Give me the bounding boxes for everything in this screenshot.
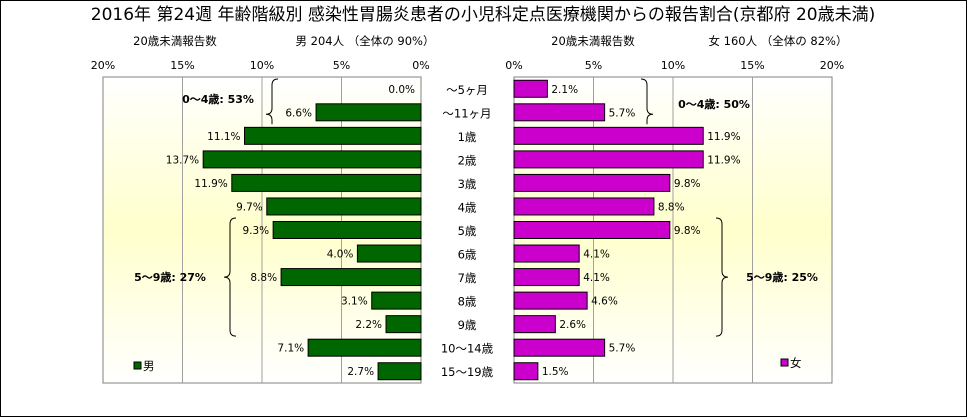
female-x-tick-label: 5% [585, 59, 602, 72]
category-label: 1歳 [458, 130, 477, 144]
male-data-label: 3.1% [341, 296, 368, 308]
male-bar [231, 173, 422, 192]
female-data-label: 5.7% [609, 107, 636, 119]
female-bar [513, 291, 588, 310]
female-data-label: 11.9% [707, 131, 740, 143]
male-data-label: 2.7% [347, 366, 374, 378]
category-label: ～11ヶ月 [442, 106, 491, 120]
female-data-label: 4.1% [583, 249, 610, 261]
male-brace-5-9 [223, 217, 237, 337]
female-bar [513, 150, 704, 169]
male-x-tick-label: 0% [412, 59, 429, 72]
category-label: 4歳 [458, 200, 477, 214]
male-data-label: 11.9% [194, 178, 227, 190]
female-brace-0-4 [640, 78, 654, 125]
category-label: 7歳 [458, 271, 477, 285]
female-bar [513, 244, 580, 263]
male-bar [385, 315, 422, 334]
female-bar [513, 268, 580, 287]
chart-title: 2016年 第24週 年齢階級別 感染性胃腸炎患者の小児科定点医療機関からの報告… [91, 5, 875, 25]
female-data-label: 5.7% [609, 343, 636, 355]
male-annotation-5-9: 5～9歳: 27% [134, 270, 206, 284]
category-label: 8歳 [458, 295, 477, 309]
female-bar [513, 197, 655, 216]
male-bar [377, 362, 422, 381]
female-bar [513, 362, 539, 381]
category-label: 5歳 [458, 224, 477, 238]
male-x-tick-label: 10% [250, 59, 274, 72]
female-data-label: 11.9% [707, 154, 740, 166]
male-bar [272, 221, 422, 239]
male-data-label: 9.3% [242, 225, 269, 237]
male-data-label: 4.0% [327, 249, 354, 261]
female-bar [513, 173, 671, 192]
female-brace-5-9 [715, 217, 729, 337]
female-x-tick-label: 10% [661, 59, 685, 72]
male-brace-0-4 [265, 78, 279, 125]
male-subtitle-left: 20歳未満報告数 [133, 34, 217, 48]
female-legend-swatch [780, 358, 789, 367]
female-x-tick-label: 0% [505, 59, 522, 72]
male-bar [371, 291, 422, 310]
female-data-label: 9.8% [674, 178, 701, 190]
category-label: ～5ヶ月 [446, 83, 488, 97]
female-data-label: 1.5% [542, 366, 569, 378]
female-x-tick-label: 20% [820, 59, 844, 72]
female-data-label: 8.8% [658, 201, 685, 213]
female-bar [513, 103, 606, 122]
female-data-label: 9.8% [674, 225, 701, 237]
male-data-label: 9.7% [236, 201, 263, 213]
female-data-label: 4.6% [591, 296, 618, 308]
female-data-label: 4.1% [583, 272, 610, 284]
male-data-label: 0.0% [388, 84, 415, 96]
male-data-label: 7.1% [277, 343, 304, 355]
male-bar [356, 244, 422, 263]
female-data-label: 2.6% [559, 319, 586, 331]
category-label: 9歳 [458, 318, 477, 332]
category-label: 2歳 [458, 153, 477, 167]
male-bar [315, 103, 422, 122]
male-bar [244, 126, 422, 145]
male-bar [280, 268, 422, 287]
female-bar [513, 315, 556, 334]
male-bar [266, 197, 422, 216]
male-legend-label: 男 [143, 359, 155, 373]
female-bar [513, 126, 704, 145]
female-subtitle-right: 女 160人 （全体の 82%） [709, 34, 848, 48]
category-label: 15～19歳 [441, 365, 494, 379]
female-annotation-0-4: 0～4歳: 50% [678, 97, 750, 111]
female-bar [513, 79, 548, 98]
male-data-label: 11.1% [207, 131, 240, 143]
male-data-label: 2.2% [355, 319, 382, 331]
female-subtitle-left: 20歳未満報告数 [551, 34, 635, 48]
female-bar [513, 221, 671, 239]
male-annotation-0-4: 0～4歳: 53% [182, 92, 254, 106]
female-x-tick-label: 15% [740, 59, 764, 72]
male-bar [307, 338, 422, 357]
male-bar [202, 150, 422, 169]
male-data-label: 13.7% [166, 154, 199, 166]
female-annotation-5-9: 5～9歳: 25% [746, 270, 818, 284]
male-x-tick-label: 5% [333, 59, 350, 72]
category-label: 6歳 [458, 248, 477, 262]
female-bar [513, 338, 606, 357]
category-label: 10～14歳 [441, 342, 494, 356]
male-subtitle-right: 男 204人 （全体の 90%） [296, 34, 435, 48]
female-legend-label: 女 [790, 356, 802, 370]
female-data-label: 2.1% [551, 84, 578, 96]
male-data-label: 8.8% [250, 272, 277, 284]
male-x-tick-label: 20% [91, 59, 115, 72]
male-legend-swatch [133, 361, 142, 370]
male-x-tick-label: 15% [170, 59, 194, 72]
category-label: 3歳 [458, 177, 477, 191]
male-data-label: 6.6% [285, 107, 312, 119]
